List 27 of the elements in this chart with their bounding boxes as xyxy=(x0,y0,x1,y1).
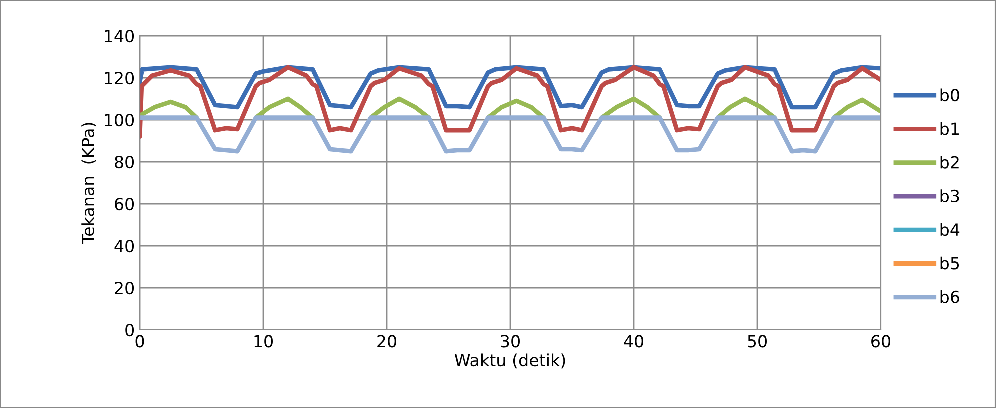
legend-label: b2 xyxy=(940,156,959,169)
y-tick-label: 0 xyxy=(126,324,134,337)
x-tick-label: 60 xyxy=(872,335,890,348)
y-tick-label: 120 xyxy=(105,72,134,85)
x-tick-label: 20 xyxy=(378,335,396,348)
y-tick-label: 100 xyxy=(105,114,134,127)
legend-label: b6 xyxy=(940,290,960,304)
y-tick-label: 140 xyxy=(105,30,134,43)
legend-label: b1 xyxy=(940,122,959,136)
x-tick-label: 50 xyxy=(748,335,767,348)
y-tick-label: 20 xyxy=(115,282,134,295)
x-axis-title: Waktu (detik) xyxy=(454,354,566,369)
y-tick-label: 80 xyxy=(115,156,134,169)
line-series xyxy=(140,65,881,140)
y-tick-label: 40 xyxy=(114,240,134,253)
y-axis-title: Tekanan (KPa) xyxy=(82,123,97,244)
x-tick-label: 40 xyxy=(624,335,644,348)
x-tick-label: 10 xyxy=(254,335,273,348)
line-series xyxy=(140,65,881,110)
legend-label: b0 xyxy=(940,88,960,102)
x-tick-label: 0 xyxy=(136,335,144,348)
y-tick-label: 60 xyxy=(115,198,134,211)
legend-label: b5 xyxy=(940,256,960,270)
legend-label: b4 xyxy=(940,223,960,236)
x-tick-label: 30 xyxy=(501,335,520,348)
line-series xyxy=(140,116,881,154)
legend-label: b3 xyxy=(940,190,960,203)
